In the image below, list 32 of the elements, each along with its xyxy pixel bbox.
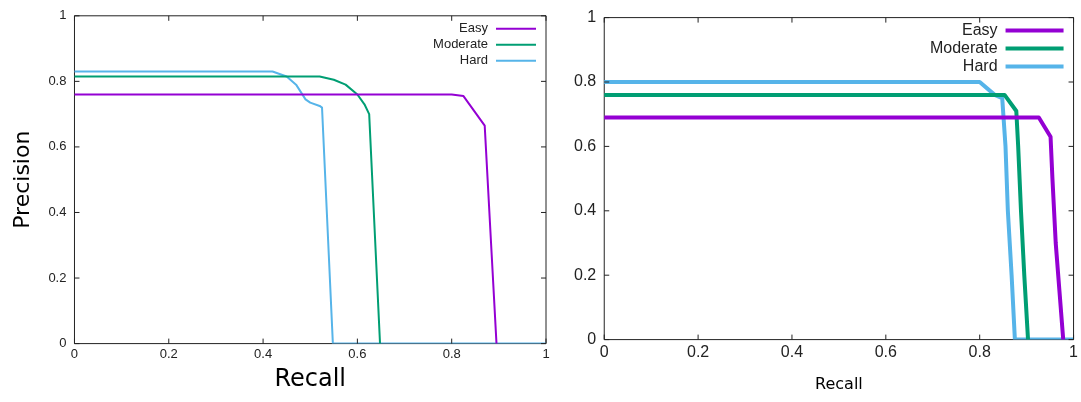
- y-tick-label: 0.2: [573, 265, 597, 283]
- x-tick-label: 1: [1069, 342, 1079, 360]
- legend-label: Moderate: [929, 39, 998, 57]
- y-tick-label: 0.6: [48, 138, 67, 154]
- x-tick-label: 0.4: [254, 345, 273, 361]
- x-tick-label: 0: [599, 342, 609, 360]
- x-tick-label: 0.6: [348, 345, 367, 361]
- y-tick-label: 0.6: [573, 136, 597, 154]
- y-tick-label: 0: [587, 330, 597, 348]
- y-tick-label: 0.4: [48, 204, 67, 220]
- x-tick-label: 0.8: [968, 342, 991, 360]
- legend-label: Moderate: [433, 36, 488, 52]
- y-tick-label: 0.2: [48, 269, 67, 285]
- x-tick-label: 0.6: [874, 342, 898, 360]
- x-tick-label: 0: [70, 345, 79, 361]
- x-axis-title: Recall: [274, 363, 347, 392]
- legend-label: Hard: [459, 52, 488, 68]
- y-tick-label: 0.8: [573, 72, 597, 90]
- x-tick-label: 1: [542, 345, 550, 361]
- x-tick-label: 0.8: [442, 345, 461, 361]
- legend-label: Easy: [961, 21, 998, 39]
- y-axis-title: Precision: [8, 130, 34, 229]
- x-tick-label: 0.4: [780, 342, 804, 360]
- legend-label: Hard: [962, 57, 998, 75]
- y-tick-label: 0.8: [48, 72, 67, 88]
- y-tick-label: 0.4: [573, 201, 597, 219]
- y-tick-label: 1: [587, 8, 597, 26]
- legend-label: Easy: [459, 20, 489, 36]
- x-tick-label: 0.2: [686, 342, 710, 360]
- x-tick-label: 0.2: [159, 345, 178, 361]
- y-tick-label: 1: [59, 7, 67, 23]
- x-axis-title: Recall: [815, 373, 863, 393]
